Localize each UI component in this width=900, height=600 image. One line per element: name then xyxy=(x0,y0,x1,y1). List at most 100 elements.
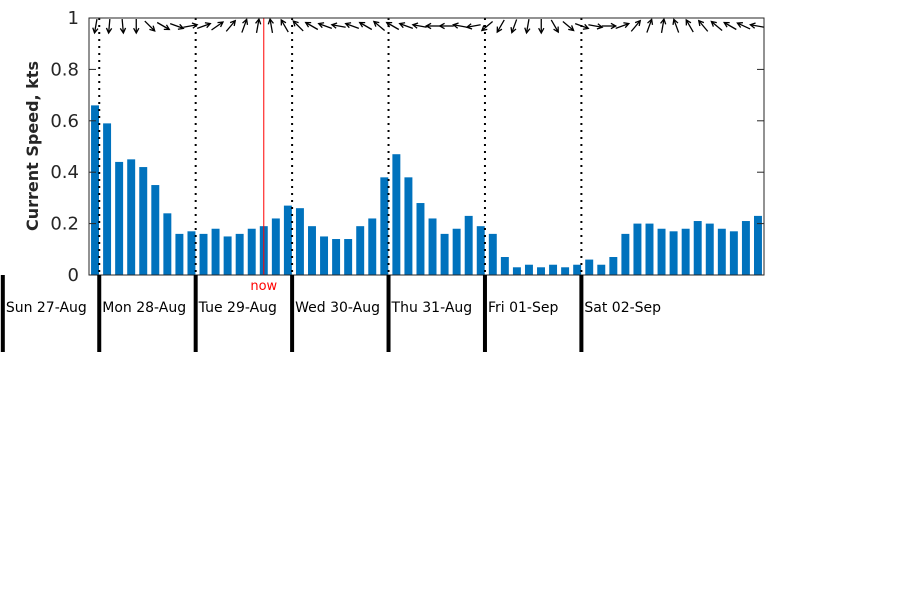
bar xyxy=(693,221,702,275)
direction-arrow xyxy=(615,22,631,30)
bar xyxy=(139,167,148,275)
arrow-shaft xyxy=(646,19,653,33)
arrow-head xyxy=(424,22,432,30)
arrow-shaft xyxy=(412,24,427,28)
bar xyxy=(681,228,690,275)
arrow-shaft xyxy=(280,19,289,33)
bar xyxy=(657,228,666,275)
arrow-shaft xyxy=(169,22,184,30)
bar xyxy=(91,105,100,275)
y-axis: 0 0.2 0.4 0.6 0.8 1 xyxy=(50,8,764,286)
arrow-head xyxy=(163,24,171,31)
arrow-shaft xyxy=(710,21,723,31)
bar xyxy=(621,233,630,275)
arrow-head xyxy=(582,23,590,30)
arrow-head xyxy=(697,19,705,27)
bar xyxy=(283,205,292,275)
arrow-shaft xyxy=(615,22,630,30)
direction-arrow xyxy=(496,19,505,34)
arrow-head xyxy=(119,27,127,35)
arrow-shaft xyxy=(318,22,333,30)
direction-arrow xyxy=(672,18,680,33)
direction-arrow xyxy=(697,19,709,32)
arrow-head xyxy=(510,27,517,34)
y-tick-label: 0.6 xyxy=(50,111,79,132)
arrow-head xyxy=(267,17,274,25)
bar xyxy=(741,221,750,275)
direction-arrow xyxy=(133,19,140,35)
bar xyxy=(211,228,220,275)
bar xyxy=(717,228,726,275)
arrow-head xyxy=(204,22,212,29)
bar xyxy=(175,233,184,275)
direction-arrow xyxy=(749,22,765,29)
arrow-head xyxy=(749,22,756,29)
arrow-shaft xyxy=(373,21,386,31)
arrow-shaft xyxy=(685,19,694,33)
bar xyxy=(199,233,208,275)
bar xyxy=(573,264,582,275)
arrow-head xyxy=(149,25,156,32)
direction-arrow xyxy=(562,21,575,32)
bar xyxy=(368,218,377,275)
arrow-head xyxy=(672,18,679,25)
arrow-shaft xyxy=(750,24,765,28)
bar xyxy=(308,226,316,275)
bar xyxy=(549,264,558,275)
arrow-head xyxy=(191,22,199,29)
direction-arrow xyxy=(119,18,127,35)
arrow-head xyxy=(685,18,692,26)
direction-arrow xyxy=(144,20,156,32)
direction-arrow xyxy=(330,22,346,29)
arrow-shaft xyxy=(93,18,98,34)
y-tick-label: 0.2 xyxy=(50,214,79,235)
arrow-head xyxy=(242,18,249,25)
arrow-shaft xyxy=(660,18,665,34)
arrow-shaft xyxy=(588,24,603,28)
arrow-head xyxy=(496,26,503,34)
arrow-shaft xyxy=(331,24,346,28)
bar xyxy=(500,257,509,275)
arrow-head xyxy=(538,27,545,35)
arrow-shaft xyxy=(345,22,360,30)
arrow-head xyxy=(177,23,185,30)
bar xyxy=(585,259,594,275)
direction-arrow xyxy=(92,18,99,35)
arrow-head xyxy=(610,22,618,30)
y-tick-label: 1 xyxy=(68,8,79,29)
direction-arrow xyxy=(358,21,373,31)
arrow-head xyxy=(660,17,667,25)
day-divider-lines xyxy=(98,18,583,275)
arrow-head xyxy=(317,22,325,29)
arrow-head xyxy=(92,27,99,35)
direction-arrow xyxy=(183,22,199,29)
bar xyxy=(633,223,642,275)
y-tick-label: 0.4 xyxy=(50,162,79,183)
day-labels: Sun 27-Aug Mon 28-Aug Tue 29-Aug Wed 30-Aug… xyxy=(6,300,661,316)
arrow-shaft xyxy=(225,20,236,32)
direction-arrow xyxy=(465,23,481,30)
arrow-head xyxy=(304,21,312,28)
arrow-shaft xyxy=(144,20,156,32)
bar xyxy=(645,223,654,275)
direction-arrow xyxy=(588,23,604,30)
direction-arrow xyxy=(196,22,212,30)
arrow-head xyxy=(411,22,419,29)
arrow-shaft xyxy=(574,22,589,30)
y-tick-label: 0 xyxy=(68,265,79,286)
direction-arrow xyxy=(438,22,454,30)
direction-arrow xyxy=(304,21,319,31)
arrow-head xyxy=(280,18,287,26)
bar xyxy=(488,233,497,275)
arrow-shaft xyxy=(107,18,111,34)
arrow-shaft xyxy=(292,20,304,32)
direction-arrow xyxy=(344,22,360,30)
bar xyxy=(729,231,738,275)
arrow-shaft xyxy=(121,18,125,34)
direction-arrow xyxy=(241,18,249,33)
direction-arrow xyxy=(156,21,171,31)
bar xyxy=(103,123,112,275)
bar xyxy=(392,154,401,275)
arrow-shaft xyxy=(269,18,274,34)
